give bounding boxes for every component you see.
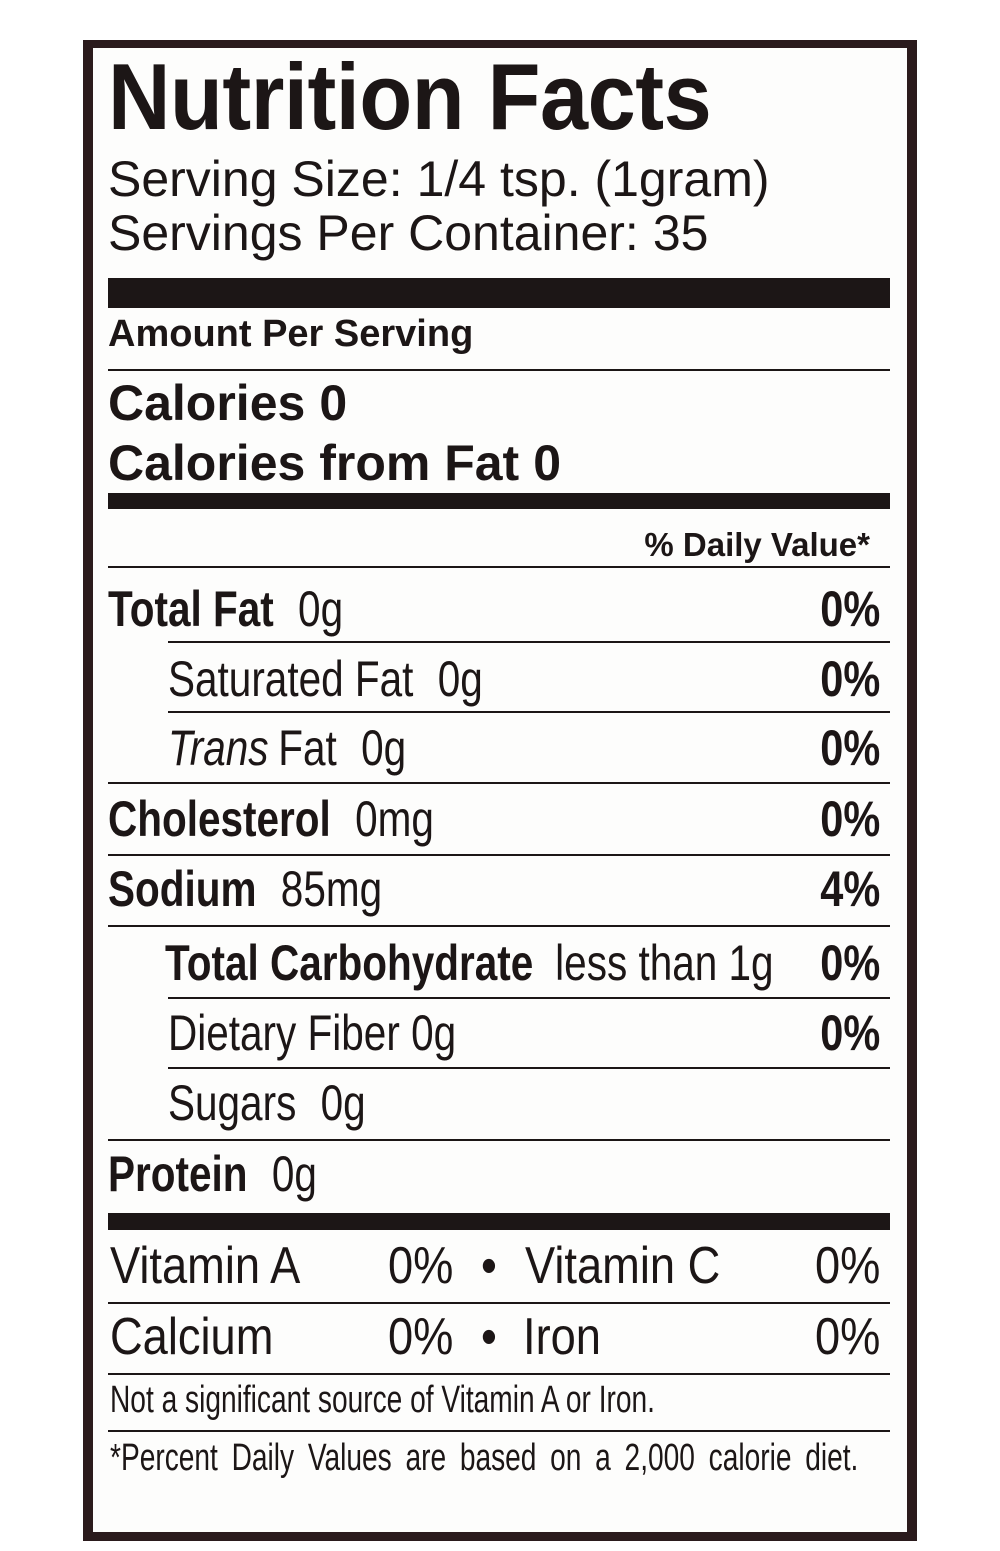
bullet-separator: • [481,1308,497,1366]
footnote-daily-values: *Percent Daily Values are based on a 2,0… [110,1437,859,1479]
serving-size-line: Serving Size: 1/4 tsp. (1gram) [108,154,770,204]
nutrient-amount: 0g [320,1075,366,1131]
divider-rule [108,566,890,568]
bullet-separator: • [481,1237,497,1295]
nutrient-label: Total Carbohydrate less than 1g [165,938,774,988]
nutrient-daily-value: 0% [820,720,880,776]
divider-rule [108,782,890,784]
vitamin-name: Vitamin C [525,1237,721,1295]
nutrient-name: Sugars [168,1075,297,1131]
nutrient-row-total-fat: Total Fat 0g 0% [0,584,1000,640]
nutrient-row-sugars: Sugars 0g [0,1078,1000,1134]
divider-rule [168,641,890,643]
nutrient-name: Total Fat [108,581,274,637]
nutrient-amount: 0g [271,1146,317,1202]
nutrient-label: Protein 0g [108,1149,317,1199]
vitamin-name: Calcium [110,1308,274,1366]
nutrient-amount: 0g [361,720,407,776]
nutrient-daily-value: 0% [820,935,880,991]
nutrient-row-protein: Protein 0g [0,1149,1000,1205]
vitamin-daily-value: 0% [388,1237,454,1295]
vitamin-daily-value: 0% [815,1308,881,1366]
calories-from-fat-line: Calories from Fat 0 [108,438,561,488]
divider-rule [108,1430,890,1432]
nutrient-row-cholesterol: Cholesterol 0mg 0% [0,794,1000,850]
calories-label: Calories [108,375,306,431]
divider-rule [168,1067,890,1069]
calories-from-fat-label: Calories from Fat [108,435,520,491]
daily-value-header: % Daily Value* [644,526,870,563]
nutrient-daily-value: 0% [820,581,880,637]
nutrient-amount: 85mg [280,861,383,917]
vitamin-row-a-c: Vitamin A 0% • Vitamin C 0% [0,1240,1000,1298]
divider-rule [108,1302,890,1304]
nutrient-label: Total Fat 0g [108,584,343,634]
vitamin-name: Vitamin A [110,1237,301,1295]
servings-per-container-label: Servings Per Container: [108,205,639,261]
nutrient-name-italic: Trans [168,720,269,776]
nutrient-row-dietary-fiber: Dietary Fiber 0g 0% [0,1008,1000,1064]
nutrient-name: Protein [108,1146,248,1202]
amount-per-serving-heading: Amount Per Serving [108,313,474,355]
divider-rule [108,854,890,856]
servings-per-container-line: Servings Per Container: 35 [108,208,708,258]
serving-size-label: Serving Size: [108,151,403,207]
thick-rule-middle [108,493,890,509]
divider-rule [168,997,890,999]
nutrient-daily-value: 0% [820,791,880,847]
servings-per-container-value: 35 [652,205,709,261]
nutrient-row-total-carbohydrate: Total Carbohydrate less than 1g 0% [0,938,1000,994]
divider-rule [108,1139,890,1141]
thick-rule-bottom [108,1213,890,1230]
divider-rule [108,925,890,927]
nutrient-daily-value: 0% [820,651,880,707]
nutrient-label: Sodium 85mg [108,864,382,914]
vitamin-name: Iron [523,1308,601,1366]
calories-line: Calories 0 [108,378,347,428]
nutrient-label: Saturated Fat 0g [168,654,483,704]
nutrient-amount: less than 1g [555,935,774,991]
nutrient-amount: 0g [411,1005,457,1061]
vitamin-row-calcium-iron: Calcium 0% • Iron 0% [0,1311,1000,1369]
nutrient-amount: 0g [437,651,483,707]
serving-size-value: 1/4 tsp. (1gram) [416,151,770,207]
divider-rule [108,1373,890,1375]
thick-rule-top [108,278,890,308]
nutrient-amount: 0g [298,581,344,637]
divider-rule [168,711,890,713]
nutrient-name: Fat [278,720,337,776]
nutrient-name: Dietary Fiber [168,1005,400,1061]
vitamin-daily-value: 0% [388,1308,454,1366]
label-title: Nutrition Facts [108,44,712,149]
nutrient-label: Sugars 0g [168,1078,366,1128]
nutrient-name: Saturated Fat [168,651,414,707]
nutrient-amount: 0mg [355,791,434,847]
nutrient-label: Cholesterol 0mg [108,794,434,844]
footnote-not-significant: Not a significant source of Vitamin A or… [110,1379,655,1421]
nutrient-row-saturated-fat: Saturated Fat 0g 0% [0,654,1000,710]
nutrient-name: Cholesterol [108,791,331,847]
divider-rule [108,369,890,371]
nutrient-label: Dietary Fiber 0g [168,1008,456,1058]
nutrient-daily-value: 4% [820,861,880,917]
calories-from-fat-value: 0 [533,435,562,491]
nutrient-daily-value: 0% [820,1005,880,1061]
calories-value: 0 [319,375,348,431]
nutrient-name: Total Carbohydrate [165,935,534,991]
nutrient-row-sodium: Sodium 85mg 4% [0,864,1000,920]
vitamin-daily-value: 0% [815,1237,881,1295]
nutrient-name: Sodium [108,861,257,917]
nutrient-row-trans-fat: Trans Fat 0g 0% [0,723,1000,779]
nutrient-label: Trans Fat 0g [168,723,406,773]
